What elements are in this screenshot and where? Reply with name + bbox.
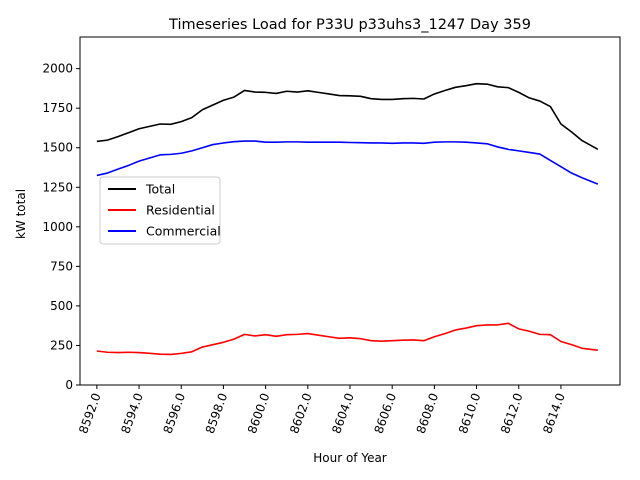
y-tick-label: 1000	[42, 220, 73, 234]
series-line-2	[96, 140, 599, 185]
y-tick-label: 500	[50, 299, 73, 313]
legend-label-2: Commercial	[146, 224, 221, 239]
y-tick-label: 0	[65, 378, 73, 392]
y-tick-label: 2000	[42, 62, 73, 76]
y-tick-label: 750	[50, 259, 73, 273]
chart-title: Timeseries Load for P33U p33uhs3_1247 Da…	[168, 17, 531, 33]
y-tick-label: 250	[50, 338, 73, 352]
x-axis-title: Hour of Year	[313, 451, 387, 465]
legend: Total Residential Commercial	[99, 176, 221, 245]
y-axis-title: kW total	[14, 189, 28, 239]
y-tick-label: 1750	[42, 101, 73, 115]
legend-label-1: Residential	[146, 203, 215, 218]
legend-box	[99, 176, 221, 245]
plot-lines	[96, 82, 599, 356]
y-axis: 0 250 500 750 1000 1250 1500 1750 2000	[42, 62, 80, 392]
y-tick-label: 1500	[42, 141, 73, 155]
legend-label-0: Total	[145, 182, 175, 197]
series-line-1	[96, 322, 598, 356]
y-tick-label: 1250	[42, 180, 73, 194]
series-line-0	[96, 82, 599, 151]
